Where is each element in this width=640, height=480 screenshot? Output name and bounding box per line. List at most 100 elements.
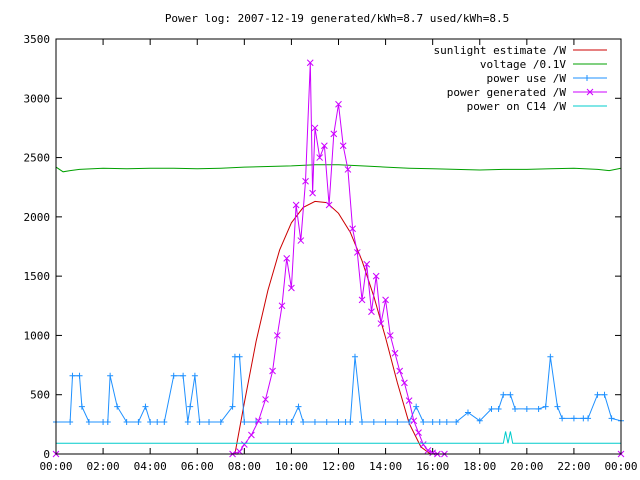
y-tick-label: 0 xyxy=(43,448,50,461)
series-voltage-0-1v xyxy=(55,164,622,173)
legend-entry: power on C14 /W xyxy=(467,100,607,113)
data-point xyxy=(344,166,352,173)
data-point xyxy=(377,320,385,327)
y-axis: 0 500 1000 1500 2000 2500 3000 3500 xyxy=(24,33,621,461)
data-point xyxy=(608,415,615,422)
legend-entry: voltage /0.1V xyxy=(480,58,607,71)
data-point xyxy=(512,405,519,412)
x-tick-label: 22:00 xyxy=(557,460,590,473)
data-point xyxy=(300,418,307,425)
y-tick-label: 1000 xyxy=(24,329,51,342)
data-point xyxy=(288,284,295,292)
legend-label: voltage /0.1V xyxy=(480,58,566,71)
data-point xyxy=(69,372,76,379)
data-point xyxy=(278,302,286,310)
data-point xyxy=(107,372,114,379)
data-point xyxy=(382,296,389,304)
data-point xyxy=(413,403,420,410)
data-point xyxy=(368,308,375,316)
data-point xyxy=(135,418,142,425)
data-point xyxy=(180,372,187,379)
data-point xyxy=(363,260,371,268)
data-point xyxy=(302,177,309,185)
legend-entry: power generated /W xyxy=(447,86,607,99)
legend-label: power generated /W xyxy=(447,86,567,99)
legend-label: power use /W xyxy=(487,72,567,85)
data-point xyxy=(500,391,507,398)
plot-frame xyxy=(55,38,622,455)
data-point xyxy=(410,417,418,425)
data-point xyxy=(306,59,314,67)
data-point xyxy=(191,372,198,379)
legend-entry: power use /W xyxy=(487,72,607,85)
data-point xyxy=(240,441,248,448)
legend-entry: sunlight estimate /W xyxy=(434,44,607,57)
data-point xyxy=(76,372,83,379)
data-point xyxy=(419,441,427,448)
data-point xyxy=(288,418,295,425)
data-point xyxy=(507,391,514,398)
x-tick-label: 00:00 xyxy=(39,460,72,473)
series-line xyxy=(55,164,622,173)
data-point xyxy=(255,417,262,425)
data-point xyxy=(353,249,361,256)
chart-title: Power log: 2007-12-19 generated/kWh=8.7 … xyxy=(165,12,509,25)
y-tick-label: 500 xyxy=(30,389,50,402)
x-tick-label: 10:00 xyxy=(275,460,308,473)
series-line xyxy=(234,200,431,455)
data-point xyxy=(325,201,333,209)
data-point xyxy=(488,405,495,412)
x-tick-label: 02:00 xyxy=(87,460,120,473)
data-point xyxy=(382,418,389,425)
x-axis: 00:00 02:00 04:00 06:00 08:00 10:00 12:00 14:00… xyxy=(39,39,638,473)
data-point xyxy=(114,403,121,410)
data-point xyxy=(264,418,271,425)
data-point xyxy=(276,418,283,425)
data-point xyxy=(358,296,366,304)
data-point xyxy=(372,272,380,280)
data-point xyxy=(292,201,300,209)
data-point xyxy=(401,379,408,387)
data-point xyxy=(142,403,149,410)
data-point xyxy=(330,130,338,138)
data-point xyxy=(273,332,281,339)
data-point xyxy=(229,403,236,410)
data-point xyxy=(585,415,592,422)
data-point xyxy=(67,418,74,425)
data-point xyxy=(415,429,422,437)
data-point xyxy=(394,418,401,425)
x-tick-label: 18:00 xyxy=(463,460,496,473)
y-tick-label: 2500 xyxy=(24,152,51,165)
data-point xyxy=(547,353,554,360)
data-point xyxy=(601,391,608,398)
data-point xyxy=(297,237,305,244)
data-point xyxy=(391,349,399,357)
data-point xyxy=(429,418,436,425)
data-point xyxy=(321,142,328,150)
legend-marker xyxy=(586,88,594,96)
data-point xyxy=(206,418,213,425)
y-tick-label: 1500 xyxy=(24,270,51,283)
data-point xyxy=(453,418,460,425)
data-point xyxy=(335,418,342,425)
data-point xyxy=(406,418,413,425)
x-tick-label: 16:00 xyxy=(416,460,449,473)
data-point xyxy=(316,154,324,161)
x-tick-label: 04:00 xyxy=(134,460,167,473)
series-line xyxy=(56,62,621,455)
data-point xyxy=(295,403,302,410)
series-line xyxy=(56,356,622,423)
data-point xyxy=(85,418,92,425)
data-point xyxy=(187,403,194,410)
data-point xyxy=(424,447,432,454)
data-point xyxy=(420,418,427,425)
data-point xyxy=(351,353,358,360)
data-point xyxy=(147,418,154,425)
series-sunlight-estimate-w xyxy=(234,200,431,455)
data-point xyxy=(311,418,318,425)
data-point xyxy=(311,124,319,132)
data-point xyxy=(396,367,404,375)
data-point xyxy=(262,396,269,403)
legend-label: power on C14 /W xyxy=(467,100,567,113)
